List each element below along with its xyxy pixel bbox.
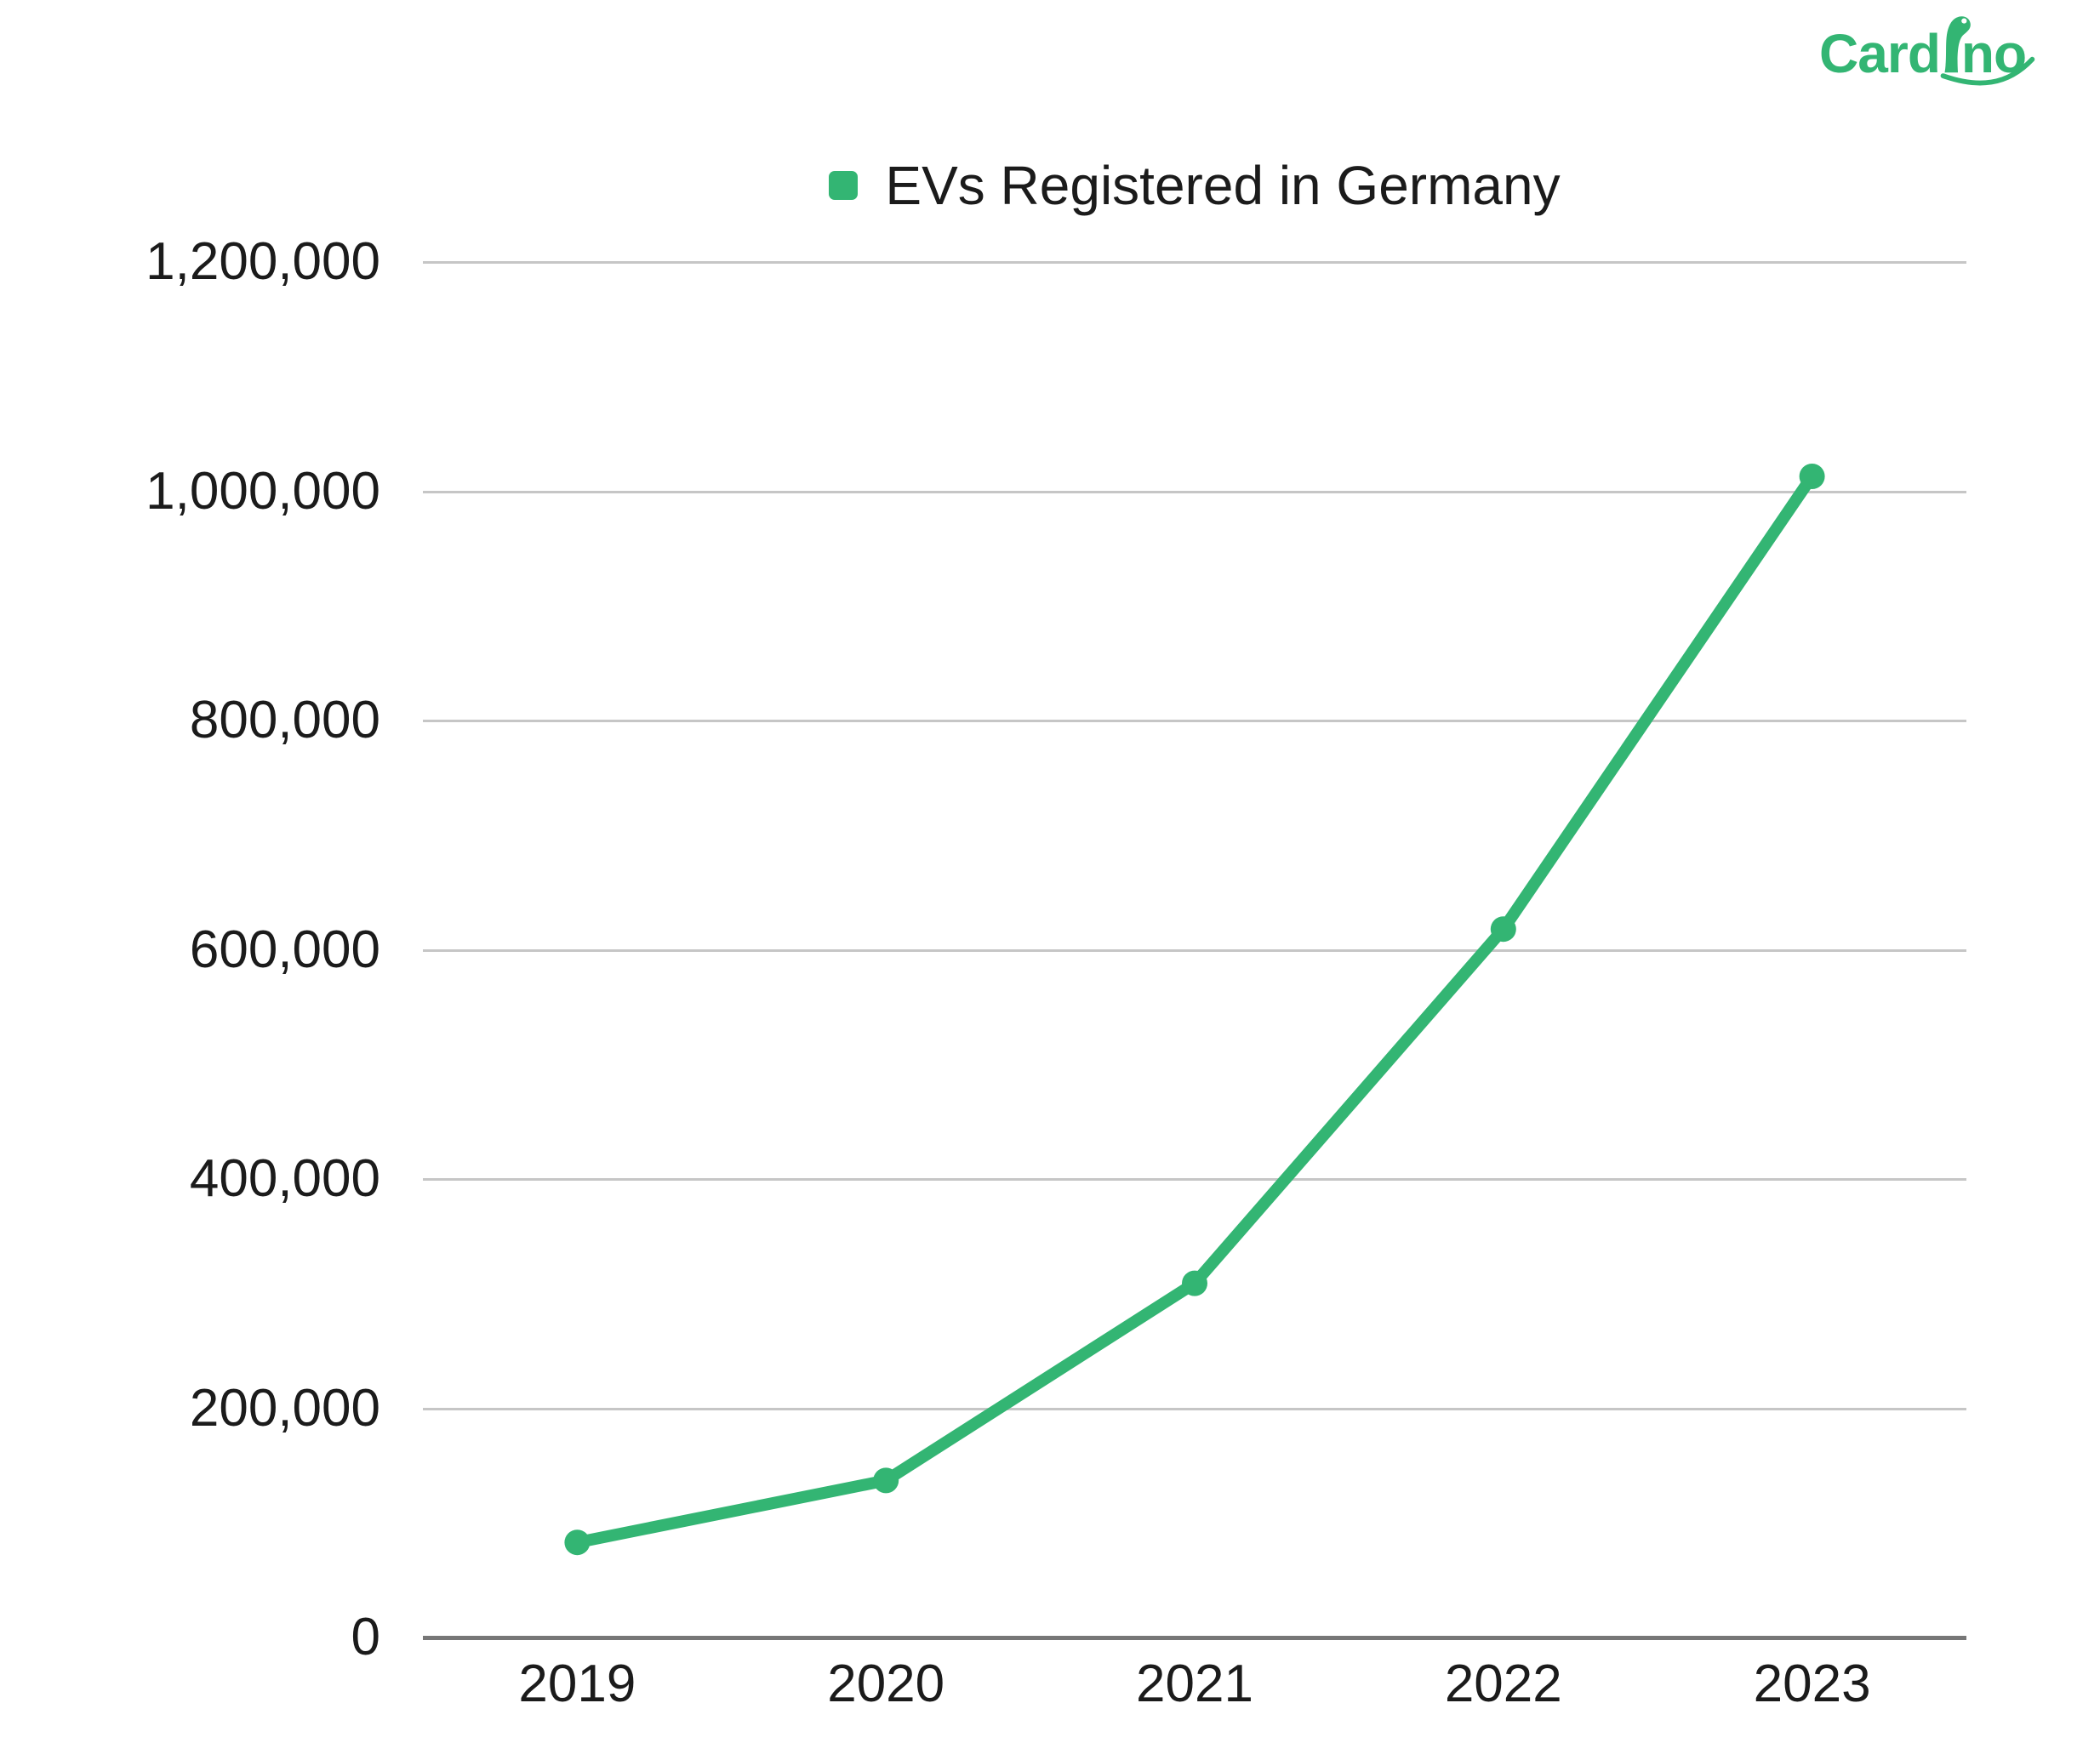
data-point (564, 1529, 591, 1556)
x-tick-label: 2019 (518, 1655, 636, 1713)
line-series (564, 464, 1825, 1556)
dino-tail-icon (1940, 56, 2035, 86)
cardino-logo-graphic: Card no (1819, 16, 2035, 86)
gridline (423, 490, 1966, 493)
x-tick-label: 2023 (1753, 1655, 1871, 1713)
y-tick-label: 0 (351, 1608, 380, 1666)
gridline (423, 948, 1966, 952)
logo-text-card: Card (1819, 23, 1940, 84)
legend-item-evs[interactable]: EVs Registered in Germany (829, 155, 1561, 216)
x-tick-label: 2021 (1136, 1655, 1253, 1713)
y-tick-label: 800,000 (189, 691, 380, 749)
gridline (423, 261, 1966, 264)
y-tick-label: 200,000 (189, 1378, 380, 1438)
x-axis-baseline (423, 1636, 1966, 1640)
series-line (571, 470, 1818, 1549)
y-tick-label: 600,000 (189, 920, 380, 979)
legend: EVs Registered in Germany (423, 153, 1966, 218)
legend-label: EVs Registered in Germany (885, 155, 1561, 216)
gridline (423, 1407, 1966, 1410)
data-point (873, 1467, 899, 1494)
dino-eye-icon (1961, 18, 1967, 24)
cardino-logo: Card no (1819, 9, 2042, 94)
y-tick-label: 1,200,000 (146, 232, 380, 291)
data-point (1799, 464, 1825, 489)
y-tick-label: 1,000,000 (146, 461, 380, 521)
logo-text-no: no (1961, 23, 2026, 84)
legend-marker-icon (829, 171, 859, 200)
plot-area (423, 261, 1966, 1640)
gridline (423, 1178, 1966, 1181)
x-tick-label: 2020 (827, 1655, 945, 1713)
y-tick-label: 400,000 (189, 1149, 380, 1208)
data-point (1182, 1270, 1207, 1296)
gridline (423, 720, 1966, 722)
x-tick-label: 2022 (1444, 1655, 1562, 1713)
data-point (1490, 916, 1516, 943)
dino-neck-icon (1944, 16, 1971, 73)
